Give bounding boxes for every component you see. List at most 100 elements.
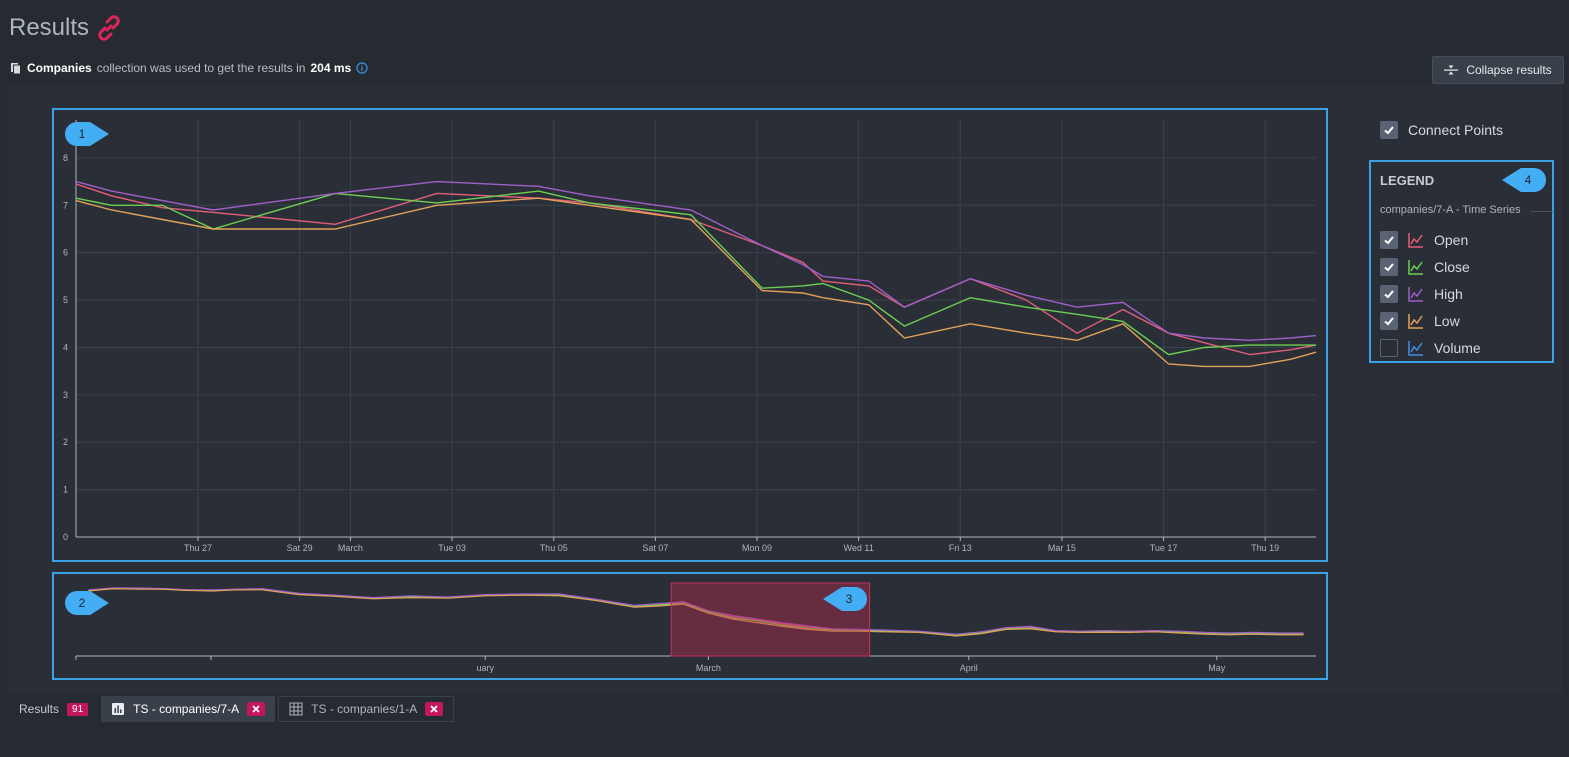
- x-tick-label: Thu 19: [1251, 543, 1279, 553]
- check-icon: [1384, 263, 1394, 272]
- connect-points-checkbox[interactable]: [1380, 121, 1398, 139]
- results-count-badge: 91: [67, 702, 89, 716]
- tab-results[interactable]: Results 91: [9, 696, 99, 722]
- x-tick-label: Sat 07: [642, 543, 668, 553]
- y-tick-label: 5: [63, 295, 68, 305]
- close-icon: [252, 705, 260, 713]
- overview-x-tick-label: April: [960, 663, 978, 673]
- table-icon: [289, 702, 303, 716]
- y-tick-label: 0: [63, 532, 68, 542]
- legend-divider: [1531, 211, 1553, 212]
- collapse-results-label: Collapse results: [1466, 63, 1552, 77]
- legend-item-volume[interactable]: Volume: [1380, 339, 1481, 357]
- close-icon: [430, 705, 438, 713]
- series-line-high[interactable]: [75, 180, 1317, 342]
- callout-marker-3: 3: [823, 587, 867, 611]
- legend-item-high[interactable]: High: [1380, 285, 1463, 303]
- legend-series-group: companies/7-A - Time Series: [1380, 204, 1521, 216]
- x-tick-label: Mon 09: [742, 543, 772, 553]
- y-tick-label: 4: [63, 342, 68, 352]
- line-chart-icon-volume: [1408, 341, 1423, 356]
- tab-results-label: Results: [19, 702, 60, 716]
- y-tick-label: 2: [63, 437, 68, 447]
- results-info-text: collection was used to get the results i…: [96, 61, 306, 75]
- overview-chart-frame: uary March April May: [52, 572, 1328, 680]
- line-chart-icon-open: [1408, 233, 1423, 248]
- series-line-close[interactable]: [75, 190, 1316, 356]
- callout-marker-2-label: 2: [79, 596, 86, 610]
- callout-marker-1-label: 1: [79, 127, 86, 141]
- legend-checkbox-low[interactable]: [1380, 312, 1398, 330]
- tab-timeseries-7a-label: TS - companies/7-A: [133, 702, 240, 716]
- y-tick-label: 7: [63, 200, 68, 210]
- overview-series-line-high: [88, 587, 1304, 635]
- main-chart[interactable]: 0 1 2 3 4 5 6 7 8 Thu 27 Sat 29 March Tue 03 Thu 05 Sa…: [54, 110, 1326, 560]
- legend-label-low: Low: [1434, 313, 1460, 329]
- legend-panel: LEGEND companies/7-A - Time Series Open …: [1369, 160, 1554, 363]
- bar-chart-icon: [112, 703, 125, 715]
- legend-label-high: High: [1434, 286, 1463, 302]
- query-duration: 204 ms: [310, 61, 352, 75]
- y-tick-label: 1: [63, 485, 68, 495]
- tab-timeseries-1a[interactable]: TS - companies/1-A: [278, 696, 455, 722]
- x-tick-label: March: [338, 543, 363, 553]
- close-tab-1a-button[interactable]: [425, 702, 444, 716]
- collapse-results-button[interactable]: Collapse results: [1432, 56, 1564, 84]
- legend-label-volume: Volume: [1434, 340, 1481, 356]
- overview-series-line-low: [88, 587, 1304, 637]
- main-chart-frame: 0 1 2 3 4 5 6 7 8 Thu 27 Sat 29 March Tue 03 Thu 05 Sa…: [52, 108, 1328, 562]
- results-info: Companies collection was used to get the…: [10, 61, 368, 75]
- legend-label-open: Open: [1434, 232, 1469, 248]
- y-tick-label: 8: [63, 153, 68, 163]
- x-tick-label: Tue 17: [1150, 543, 1178, 553]
- series-line-low[interactable]: [75, 197, 1317, 368]
- x-tick-label: Thu 05: [540, 543, 568, 553]
- info-icon[interactable]: [356, 62, 368, 74]
- x-tick-label: Thu 27: [184, 543, 212, 553]
- legend-checkbox-volume[interactable]: [1380, 339, 1398, 357]
- tab-timeseries-7a[interactable]: TS - companies/7-A: [101, 696, 276, 722]
- legend-item-low[interactable]: Low: [1380, 312, 1460, 330]
- link-icon[interactable]: [95, 14, 123, 42]
- tab-timeseries-1a-label: TS - companies/1-A: [311, 702, 418, 716]
- legend-item-open[interactable]: Open: [1380, 231, 1468, 249]
- overview-chart[interactable]: uary March April May: [54, 574, 1326, 678]
- connect-points-label: Connect Points: [1408, 122, 1503, 138]
- series-line-open[interactable]: [75, 183, 1317, 356]
- check-icon: [1384, 317, 1394, 326]
- legend-label-close: Close: [1434, 259, 1470, 275]
- results-tabs: Results 91 TS - companies/7-A TS - compa…: [9, 696, 455, 722]
- callout-marker-4-label: 4: [1525, 173, 1532, 187]
- callout-marker-1: 1: [65, 122, 109, 146]
- collapse-icon: [1444, 65, 1459, 75]
- x-tick-label: Wed 11: [844, 543, 874, 553]
- page-title: Results: [9, 14, 123, 42]
- x-tick-label: Fri 13: [949, 543, 972, 553]
- line-chart-icon-high: [1408, 287, 1423, 302]
- overview-x-tick-label: March: [696, 663, 721, 673]
- x-tick-label: Mar 15: [1048, 543, 1076, 553]
- overview-x-tick-label: May: [1208, 663, 1226, 673]
- connect-points-toggle[interactable]: Connect Points: [1380, 121, 1503, 139]
- callout-marker-3-label: 3: [846, 592, 853, 606]
- check-icon: [1384, 290, 1394, 299]
- legend-title: LEGEND: [1380, 173, 1435, 188]
- legend-item-close[interactable]: Close: [1380, 258, 1470, 276]
- overview-x-tick-label: uary: [476, 663, 494, 673]
- legend-checkbox-open[interactable]: [1380, 231, 1398, 249]
- legend-checkbox-close[interactable]: [1380, 258, 1398, 276]
- x-tick-label: Tue 03: [438, 543, 466, 553]
- callout-marker-2: 2: [65, 591, 109, 615]
- callout-marker-4: 4: [1502, 168, 1546, 192]
- line-chart-icon-low: [1408, 314, 1423, 329]
- line-chart-icon-close: [1408, 260, 1423, 275]
- x-tick-label: Sat 29: [287, 543, 313, 553]
- close-tab-7a-button[interactable]: [247, 702, 266, 716]
- check-icon: [1384, 126, 1394, 135]
- check-icon: [1384, 236, 1394, 245]
- y-tick-label: 3: [63, 390, 68, 400]
- collection-name[interactable]: Companies: [27, 61, 92, 75]
- collection-icon: [11, 63, 21, 74]
- y-tick-label: 6: [63, 248, 68, 258]
- legend-checkbox-high[interactable]: [1380, 285, 1398, 303]
